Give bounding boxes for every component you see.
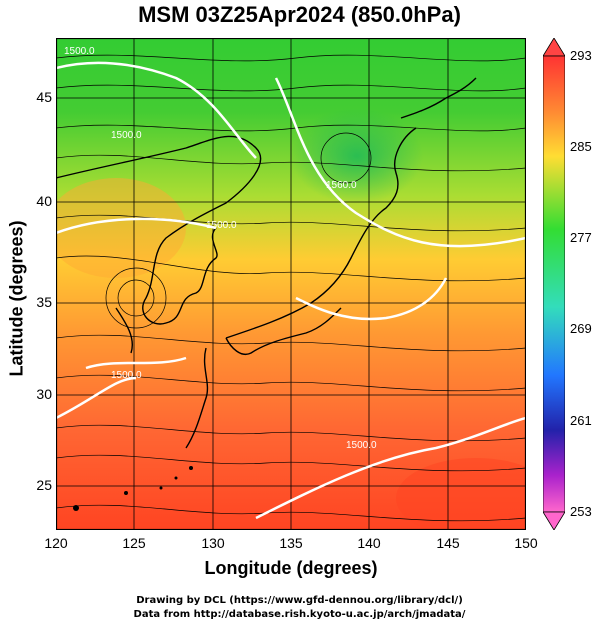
colorbar-label: 285 (570, 139, 592, 154)
coastlines (55, 77, 477, 449)
map-svg: 1500.0 1560.0 1500.0 1500.0 1500.0 1500.… (46, 37, 556, 538)
contour-label: 1500.0 (111, 370, 142, 381)
x-tick-label: 150 (514, 535, 538, 551)
contour-label: 1500.0 (64, 46, 95, 57)
credit-data: Data from http://database.rish.kyoto-u.a… (133, 609, 466, 620)
map-panel: 1500.0 1560.0 1500.0 1500.0 1500.0 1500.… (46, 37, 556, 538)
x-tick-label: 125 (122, 535, 146, 551)
x-tick-label: 140 (357, 535, 381, 551)
warm-region-southeast (396, 458, 556, 538)
contour-label-group: 1500.0 1560.0 1500.0 1500.0 1500.0 1500.… (64, 46, 377, 451)
x-tick-label: 145 (436, 535, 460, 551)
x-axis-label: Longitude (degrees) (204, 558, 378, 578)
colorbar-gradient (543, 55, 565, 513)
y-tick-label: 25 (36, 477, 52, 493)
warm-region (46, 178, 186, 278)
contour-label: 1560.0 (326, 180, 357, 191)
colorbar-label: 253 (570, 504, 592, 519)
y-tick-label: 35 (36, 294, 52, 310)
colorbar (543, 38, 565, 530)
chart-title: MSM 03Z25Apr2024 (850.0hPa) (138, 2, 461, 27)
colorbar-label: 277 (570, 230, 592, 245)
islands (73, 466, 193, 511)
wind-streamlines (55, 54, 527, 522)
y-tick-label: 45 (36, 89, 52, 105)
x-tick-label: 135 (279, 535, 303, 551)
y-tick-label: 40 (36, 193, 52, 209)
colorbar-label: 261 (570, 413, 592, 428)
graticule (56, 38, 526, 530)
colorbar-bottom-arrow (543, 511, 565, 530)
contour-label: 1500.0 (346, 440, 377, 451)
contour-label: 1500.0 (111, 130, 142, 141)
colorbar-label: 269 (570, 321, 592, 336)
height-contours (55, 61, 527, 520)
map-frame (55, 37, 527, 531)
x-tick-label: 130 (201, 535, 225, 551)
y-tick-label: 30 (36, 386, 52, 402)
contour-label: 1500.0 (206, 220, 237, 231)
x-tick-label: 120 (44, 535, 68, 551)
colorbar-label: 293 (570, 48, 592, 63)
y-axis-label: Latitude (degrees) (6, 220, 27, 377)
credit-drawing: Drawing by DCL (https://www.gfd-dennou.o… (136, 595, 463, 606)
colorbar-top-arrow (543, 38, 565, 57)
